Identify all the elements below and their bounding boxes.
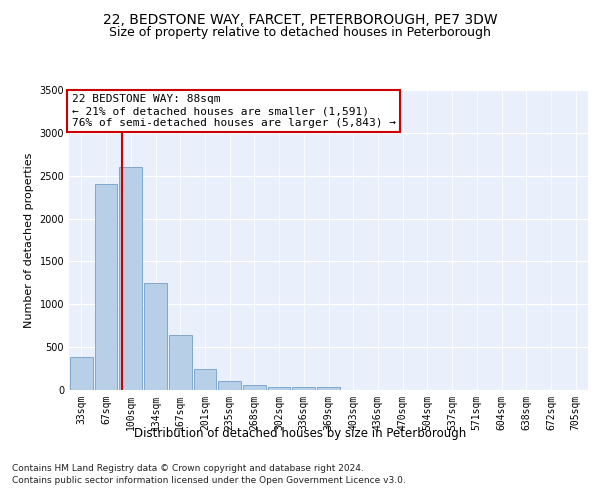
Bar xyxy=(317,388,340,390)
Bar xyxy=(95,184,118,390)
Bar xyxy=(268,386,290,390)
Bar xyxy=(144,283,167,390)
Bar xyxy=(292,388,315,390)
Bar xyxy=(119,167,142,390)
Text: Contains public sector information licensed under the Open Government Licence v3: Contains public sector information licen… xyxy=(12,476,406,485)
Text: Contains HM Land Registry data © Crown copyright and database right 2024.: Contains HM Land Registry data © Crown c… xyxy=(12,464,364,473)
Text: Distribution of detached houses by size in Peterborough: Distribution of detached houses by size … xyxy=(134,428,466,440)
Bar xyxy=(243,386,266,390)
Y-axis label: Number of detached properties: Number of detached properties xyxy=(24,152,34,328)
Text: 22 BEDSTONE WAY: 88sqm
← 21% of detached houses are smaller (1,591)
76% of semi-: 22 BEDSTONE WAY: 88sqm ← 21% of detached… xyxy=(71,94,395,128)
Text: Size of property relative to detached houses in Peterborough: Size of property relative to detached ho… xyxy=(109,26,491,39)
Text: 22, BEDSTONE WAY, FARCET, PETERBOROUGH, PE7 3DW: 22, BEDSTONE WAY, FARCET, PETERBOROUGH, … xyxy=(103,12,497,26)
Bar xyxy=(70,356,93,390)
Bar xyxy=(194,368,216,390)
Bar xyxy=(218,381,241,390)
Bar xyxy=(169,335,191,390)
